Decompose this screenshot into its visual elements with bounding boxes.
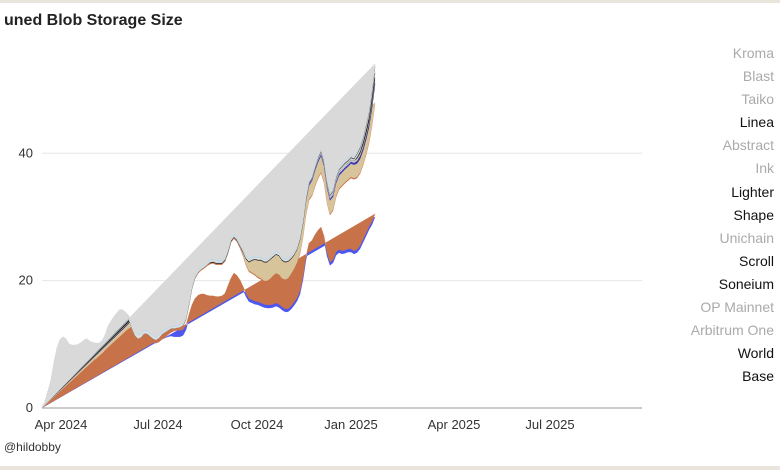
legend-item-world[interactable]: World <box>737 345 774 362</box>
legend-item-scroll[interactable]: Scroll <box>738 252 774 269</box>
y-axis-ticks: 0 20 40 <box>19 145 33 415</box>
legend: Kroma Blast Taiko Linea Abstract Ink Lighter Sh… <box>634 42 774 388</box>
legend-item-soneium[interactable]: Soneium <box>718 275 774 292</box>
legend-item-arbitrum-one[interactable]: Arbitrum One <box>690 322 774 339</box>
x-tick-label: Apr 2024 <box>35 417 88 432</box>
x-tick-label: Jul 2024 <box>133 417 182 432</box>
legend-item-abstract[interactable]: Abstract <box>722 137 774 154</box>
legend-item-ink[interactable]: Ink <box>755 160 774 177</box>
top-frame-border <box>0 0 780 3</box>
x-tick-label: Jan 2025 <box>324 417 378 432</box>
x-axis-ticks: Apr 2024 Jul 2024 Oct 2024 Jan 2025 Apr 2025… <box>35 417 575 432</box>
legend-item-kroma[interactable]: Kroma <box>732 45 774 61</box>
legend-item-shape[interactable]: Shape <box>733 206 774 223</box>
grid-lines <box>42 152 642 409</box>
y-tick-label: 0 <box>26 400 33 415</box>
x-tick-label: Jul 2025 <box>525 417 574 432</box>
y-tick-label: 40 <box>19 145 33 160</box>
chart-title: uned Blob Storage Size <box>4 12 183 29</box>
area-kroma <box>41 63 376 409</box>
x-tick-label: Oct 2024 <box>231 417 284 432</box>
x-tick-label: Apr 2025 <box>428 417 481 432</box>
legend-item-op-mainnet[interactable]: OP Mainnet <box>700 299 774 316</box>
legend-item-linea[interactable]: Linea <box>739 114 774 131</box>
area-series <box>41 63 376 409</box>
legend-item-taiko[interactable]: Taiko <box>741 91 774 108</box>
y-tick-label: 20 <box>19 273 33 288</box>
legend-item-unichain[interactable]: Unichain <box>719 229 774 246</box>
legend-item-blast[interactable]: Blast <box>742 68 774 85</box>
legend-item-lighter[interactable]: Lighter <box>731 183 774 200</box>
credit-label: @hildobby <box>4 440 61 454</box>
legend-item-base[interactable]: Base <box>742 368 774 385</box>
bottom-frame-border <box>0 466 780 470</box>
